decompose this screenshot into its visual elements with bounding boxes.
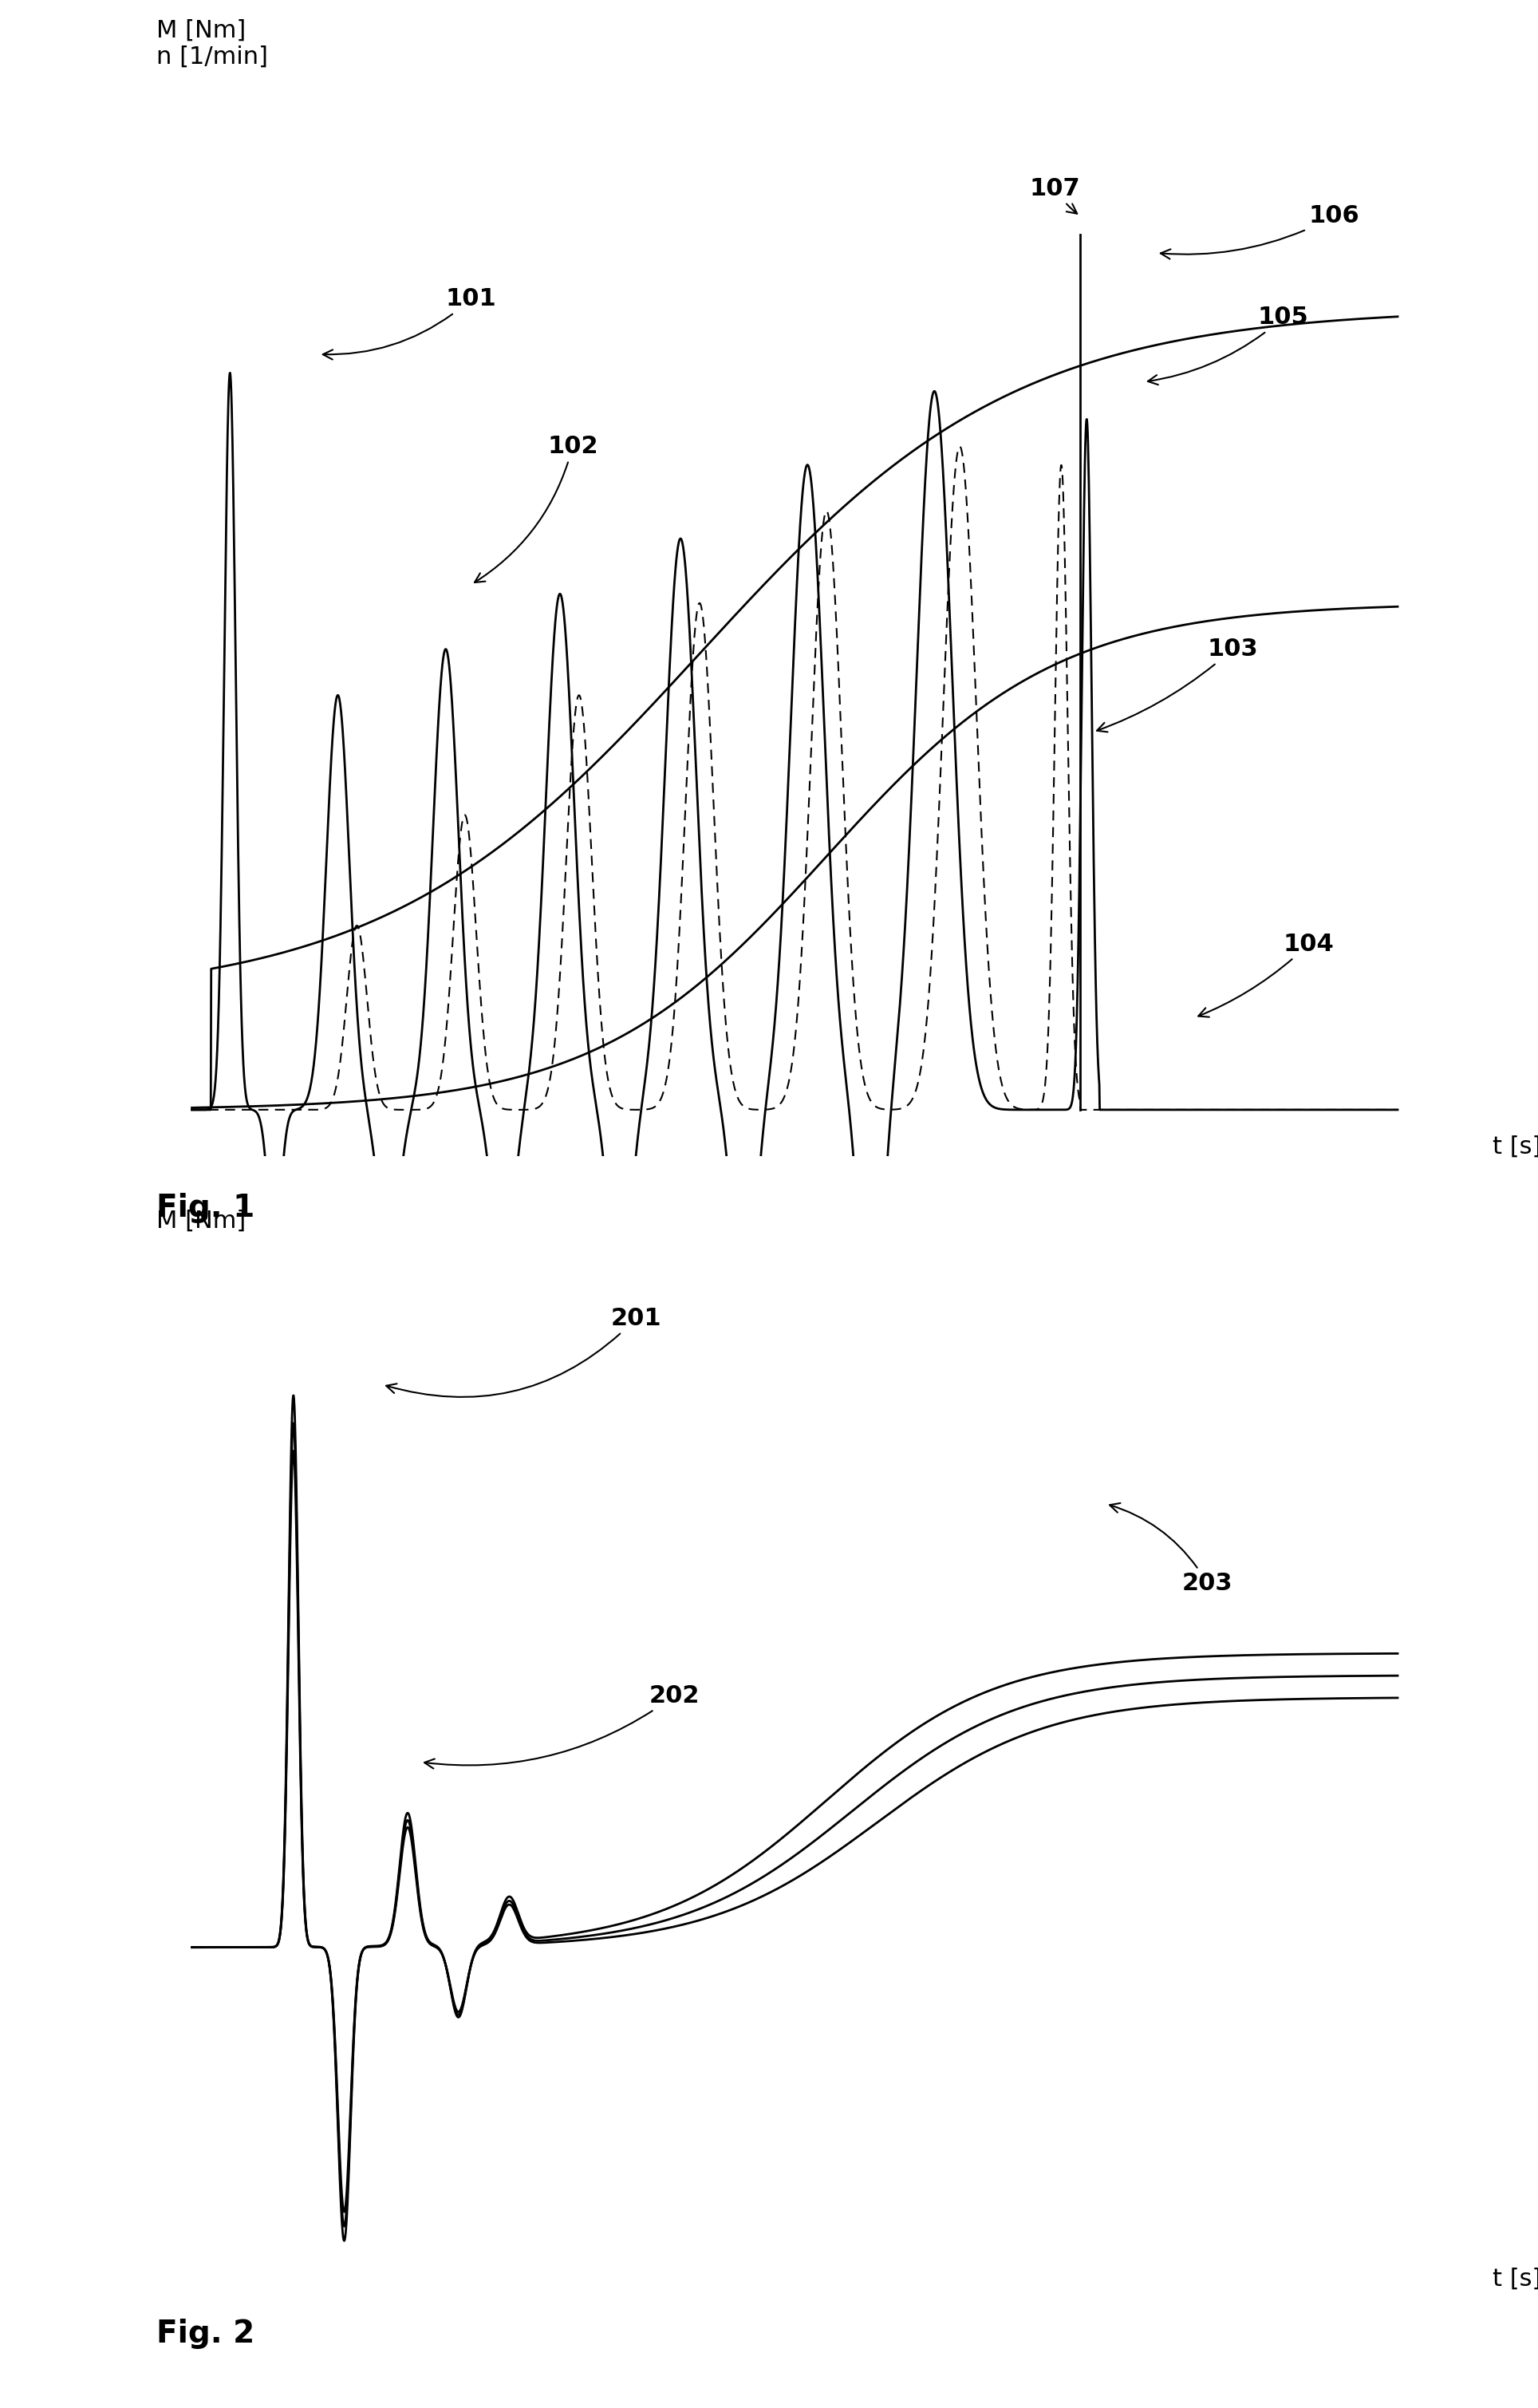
Text: 102: 102	[475, 436, 598, 583]
Text: t [s]: t [s]	[1493, 1134, 1538, 1158]
Text: 105: 105	[1147, 306, 1309, 385]
Text: 106: 106	[1161, 205, 1360, 260]
Text: 202: 202	[424, 1683, 700, 1767]
Text: Fig. 1: Fig. 1	[157, 1192, 255, 1223]
Text: 101: 101	[323, 287, 497, 359]
Text: 201: 201	[386, 1308, 661, 1397]
Text: Fig. 2: Fig. 2	[157, 2319, 255, 2348]
Text: 107: 107	[1029, 176, 1080, 214]
Text: t [s]: t [s]	[1493, 2266, 1538, 2290]
Text: M [Nm]
n [1/min]: M [Nm] n [1/min]	[157, 19, 268, 70]
Text: 203: 203	[1109, 1503, 1232, 1594]
Text: 103: 103	[1097, 638, 1258, 732]
Text: M [Nm]: M [Nm]	[157, 1209, 246, 1233]
Text: 104: 104	[1198, 932, 1335, 1016]
